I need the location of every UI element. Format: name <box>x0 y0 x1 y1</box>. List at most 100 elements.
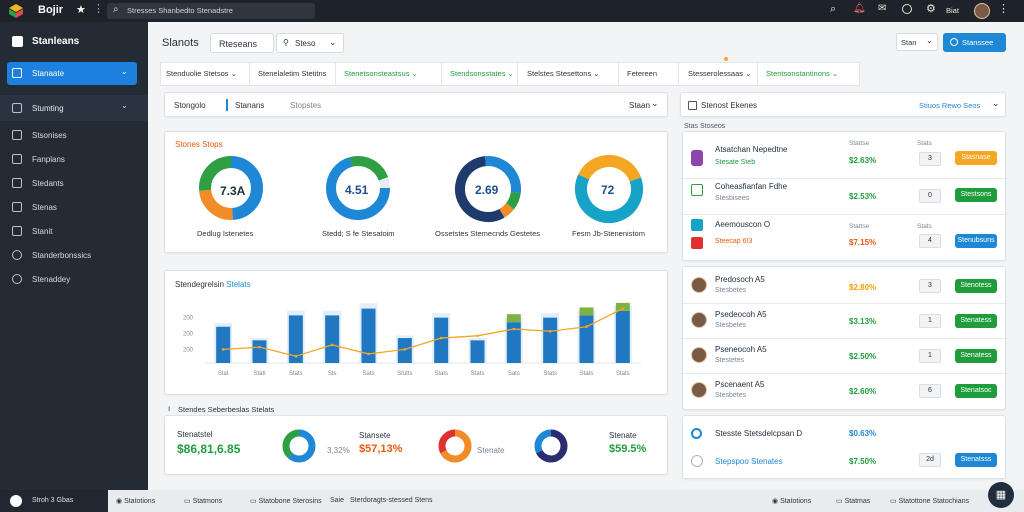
settings-icon <box>12 250 22 260</box>
comment-icon[interactable]: ✉ <box>878 3 887 14</box>
quantity-field[interactable]: 6 <box>919 384 941 398</box>
filter-chip[interactable]: Stenduolie Stetsos ⌄ <box>160 62 250 86</box>
filter-chip[interactable]: Stentsonstantinons ⌄ <box>766 69 839 78</box>
user-label[interactable]: Biat <box>946 6 959 15</box>
avatar <box>691 312 707 328</box>
action-button[interactable]: Stasnase <box>955 151 997 165</box>
apps-icon[interactable]: ⋮ <box>998 3 1009 15</box>
tab-active[interactable]: Stanans <box>235 101 265 110</box>
right-panel-header: Stenost Ekenes Stiuos Rewo Seos ⌄ <box>680 92 1006 117</box>
action-button[interactable]: Stenatess <box>955 349 997 363</box>
action-button[interactable]: Stenatsss <box>955 453 997 467</box>
notification-icon[interactable]: 🔔︎ <box>853 3 866 14</box>
bar[interactable] <box>325 315 340 363</box>
search-bar[interactable]: ⌕ Stresses Shanbedto Stenadstre <box>107 3 315 19</box>
app-logo-icon[interactable] <box>8 3 24 19</box>
header-dropdown[interactable]: ⚲ Steso ⌄ <box>276 33 344 53</box>
header-select[interactable]: Stan ⌄ <box>896 33 938 51</box>
bar-chart-card: Stendegrelsin Stelats 200 200 200 Stat Stati… <box>164 270 668 395</box>
product-sub: Steecap 6!3 <box>715 238 753 245</box>
footer-item[interactable]: ◉ Statotions <box>116 498 156 505</box>
footer-item-label: Sterdoragts-stessed Stens <box>350 497 433 504</box>
action-button[interactable]: Stenotess <box>955 279 997 293</box>
sidebar-item[interactable]: Stedants <box>0 176 148 192</box>
list-item[interactable]: Atsatchan Nepedtne Stesate Steb $2.63% 3… <box>683 144 1007 178</box>
search-icon[interactable]: ⌕ <box>830 3 837 15</box>
stat-label: Stenatstel <box>177 430 213 439</box>
star-icon[interactable]: ★ <box>76 4 86 16</box>
more-icon[interactable]: ⋮ <box>93 3 104 15</box>
sidebar-item[interactable]: Stanit <box>0 224 148 240</box>
list-item[interactable]: Psedeocoh A5 Stesbetes $3.13% 1 Stenates… <box>683 304 1007 338</box>
sidebar-item[interactable]: Stsonises <box>0 128 148 144</box>
footer-item[interactable]: ▭ Statobone Sterosins <box>250 498 322 505</box>
bar[interactable] <box>252 340 267 363</box>
list-item[interactable]: Aeemouscon O Steecap 6!3 Stattse Stats $… <box>683 214 1007 260</box>
tab-active[interactable]: Rteseans <box>210 33 274 53</box>
list-item[interactable]: Pscenaent A5 Stesbetes $2.60% 6 Stenatso… <box>683 374 1007 408</box>
person-name: Psedeocoh A5 <box>715 310 767 319</box>
action-button[interactable]: Stenatsoc <box>955 384 997 398</box>
tab-item[interactable]: Stopstes <box>290 101 322 110</box>
stat-label: Stenate <box>477 446 505 455</box>
list-item[interactable]: Stesste Stetsdelcpsan D $0.63% <box>683 420 1007 446</box>
quantity-field[interactable]: 3 <box>919 279 941 293</box>
calculator-icon[interactable]: ▦ <box>988 482 1014 508</box>
panel-link[interactable]: Stiuos Rewo Seos <box>919 101 981 110</box>
bar[interactable] <box>579 315 594 363</box>
subnav-select[interactable]: Staan <box>629 101 650 110</box>
list-item[interactable]: Coheasfianfan Fdhe Stesbisees $2.53% 0 S… <box>683 178 1007 214</box>
quantity-field[interactable]: 1 <box>919 314 941 328</box>
settings-icon[interactable]: ⚙ <box>926 3 936 15</box>
footer-item[interactable]: Sterdoragts-stessed Stens <box>350 497 433 504</box>
filter-chip[interactable]: Stendsonsstates ⌄ <box>444 62 518 86</box>
avatar[interactable] <box>974 3 990 19</box>
filter-chip[interactable]: Stenelaletim Stetitns <box>252 62 336 86</box>
bar[interactable] <box>216 326 231 363</box>
bar[interactable] <box>361 308 376 363</box>
sidebar-item[interactable]: Stenaddey <box>0 272 148 288</box>
footer-item[interactable]: ▭ Statmas <box>836 498 871 505</box>
action-button[interactable]: Stenatess <box>955 314 997 328</box>
x-tick-label: Sats <box>362 371 374 377</box>
filter-chip[interactable]: Stenetsonsteastsus ⌄ <box>338 62 442 86</box>
footer-item[interactable]: ◉ Statotions <box>772 498 812 505</box>
sidebar-item[interactable]: Fanplans <box>0 152 148 168</box>
action-button[interactable]: Stenubsuns <box>955 234 997 248</box>
footer-item[interactable]: ▭ Statmons <box>184 498 223 505</box>
donut-card: Stones Stops 7.3A Dedlug Istenetes 4.51 … <box>164 131 668 253</box>
bar[interactable] <box>506 322 521 363</box>
list-item[interactable]: Stepspoo Stenates $7.50% 2d Stenatsss <box>683 448 1007 474</box>
bar[interactable] <box>543 317 558 363</box>
sidebar-section[interactable]: Stumting ⌄ <box>0 95 148 121</box>
list-item[interactable]: Pseneocoh A5 Stestetes $2.50% 1 Stenates… <box>683 339 1007 373</box>
list-item[interactable]: Predosoch A5 Stesbetes $2.80% 3 Stenotes… <box>683 269 1007 303</box>
footer-item[interactable]: ▭ Statottone Statochians <box>890 498 969 505</box>
sidebar-item-active[interactable]: Stanaate ⌄ <box>7 62 137 85</box>
footer-item[interactable]: Saie <box>330 497 344 504</box>
bar[interactable] <box>434 317 449 363</box>
checkbox[interactable] <box>688 101 697 110</box>
chevron-down-icon[interactable]: ⌄ <box>992 98 1000 108</box>
filter-chip[interactable]: Stesserolessaas ⌄ <box>682 62 758 86</box>
filter-chip[interactable]: Fetereen <box>621 62 679 86</box>
footer-logo-icon[interactable] <box>10 495 22 507</box>
quantity-field[interactable]: 3 <box>919 152 941 166</box>
quantity-field[interactable]: 0 <box>919 189 941 203</box>
bar[interactable] <box>615 310 630 363</box>
person-sub: Stesbetes <box>715 392 747 399</box>
quantity-field[interactable]: 1 <box>919 349 941 363</box>
action-button[interactable]: Stestsons <box>955 188 997 202</box>
quantity-field[interactable]: 2d <box>919 453 941 467</box>
bar[interactable] <box>288 315 303 363</box>
sidebar-item[interactable]: Stenas <box>0 200 148 216</box>
bar[interactable] <box>470 340 485 363</box>
x-tick-label: Sts <box>328 371 337 377</box>
quantity-field[interactable]: 4 <box>919 234 941 248</box>
sidebar-item[interactable]: Standerbonssics <box>0 248 148 264</box>
primary-button[interactable]: Stanssee <box>943 33 1006 52</box>
filter-chip[interactable]: Stelstes Stesettons ⌄ <box>521 62 619 86</box>
help-icon[interactable] <box>902 4 912 14</box>
card-title: Stendegrelsin Stelats <box>175 280 251 289</box>
chevron-down-icon[interactable]: ⌄ <box>651 98 659 108</box>
